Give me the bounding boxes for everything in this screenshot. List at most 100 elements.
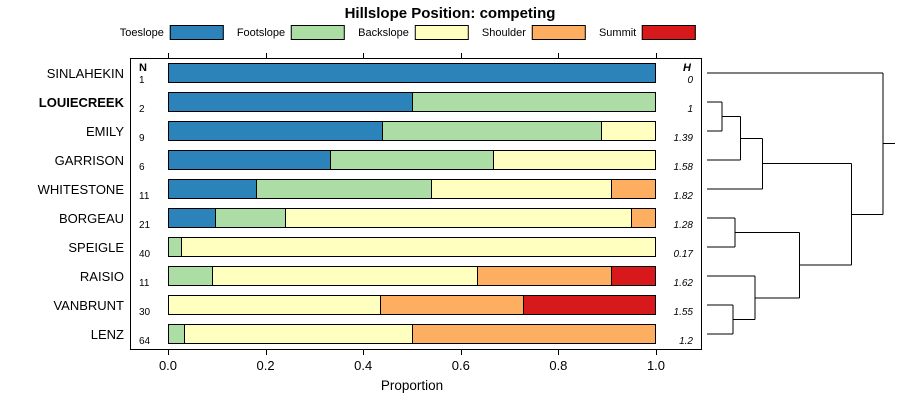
bar-segment-backslope xyxy=(182,238,655,256)
bar-rows: 1 0 2 1 9 1.39 6 1.58 11 1.82 21 1.28 40 0.17 11 1.62 30… xyxy=(131,59,701,349)
legend-item: Backslope xyxy=(358,25,469,40)
h-value: 1.62 xyxy=(673,278,693,289)
bar-segment-shoulder xyxy=(413,325,655,343)
legend-swatch-footslope xyxy=(291,25,346,40)
n-value: 64 xyxy=(139,336,151,347)
n-value: 40 xyxy=(139,249,151,260)
h-value: 0 xyxy=(687,75,693,86)
site-label: SINLAHEKIN xyxy=(46,66,124,81)
tick-label: 0.0 xyxy=(158,358,178,373)
h-value: 1.28 xyxy=(673,220,693,231)
site-label: EMILY xyxy=(85,124,124,139)
bar-row: 11 1.82 xyxy=(131,175,701,204)
legend-swatch-summit xyxy=(642,25,697,40)
bar-segment-backslope xyxy=(213,267,478,285)
tick-mark xyxy=(656,350,657,355)
bar-segment-toeslope xyxy=(169,64,655,82)
legend-swatch-backslope xyxy=(414,25,469,40)
bar-segment-toeslope xyxy=(169,180,257,198)
n-value: 30 xyxy=(139,307,151,318)
stacked-bar xyxy=(168,208,656,228)
bar-segment-shoulder xyxy=(477,267,612,285)
chart-title: Hillslope Position: competing xyxy=(344,5,556,22)
bar-segment-footslope xyxy=(256,180,432,198)
legend-label: Toeslope xyxy=(119,26,164,39)
legend-item: Summit xyxy=(598,25,697,40)
site-label: SPEIGLE xyxy=(68,240,124,255)
bar-row: 11 1.62 xyxy=(131,262,701,291)
stacked-bar xyxy=(168,295,656,315)
legend: Toeslope Footslope Backslope Shoulder Summit xyxy=(119,25,697,40)
bar-segment-shoulder xyxy=(611,180,655,198)
tick-mark xyxy=(460,350,462,355)
legend-label: Shoulder xyxy=(481,26,526,39)
bar-segment-backslope xyxy=(493,151,655,169)
bar-segment-backslope xyxy=(285,209,632,227)
bar-segment-footslope xyxy=(169,325,185,343)
site-label: WHITESTONE xyxy=(37,182,124,197)
site-label: BORGEAU xyxy=(58,211,124,226)
bar-row: 6 1.58 xyxy=(131,146,701,175)
bar-segment-footslope xyxy=(215,209,286,227)
bar-segment-footslope xyxy=(169,267,214,285)
bar-segment-shoulder xyxy=(380,296,525,314)
site-label: LOUIECREEK xyxy=(38,95,124,110)
stacked-bar xyxy=(168,150,656,170)
tick-mark xyxy=(558,53,560,58)
bar-segment-toeslope xyxy=(169,93,413,111)
bar-segment-summit xyxy=(524,296,656,314)
legend-swatch-toeslope xyxy=(169,25,224,40)
legend-label: Footslope xyxy=(236,26,286,39)
stacked-bar xyxy=(168,121,656,141)
stacked-bar xyxy=(168,92,656,112)
n-value: 9 xyxy=(139,133,145,144)
h-value: 1.58 xyxy=(673,162,693,173)
tick-mark xyxy=(168,53,169,58)
tick-mark xyxy=(558,350,560,355)
legend-swatch-shoulder xyxy=(531,25,586,40)
bar-segment-backslope xyxy=(184,325,413,343)
tick-mark xyxy=(265,53,267,58)
h-value: 1.82 xyxy=(673,191,693,202)
h-column-header: H xyxy=(683,62,691,74)
x-axis-label: Proportion xyxy=(380,378,444,393)
bar-row: 9 1.39 xyxy=(131,117,701,146)
n-value: 2 xyxy=(139,104,145,115)
dendrogram xyxy=(707,72,895,335)
legend-item: Footslope xyxy=(236,25,346,40)
tick-label: 0.8 xyxy=(549,358,568,373)
bar-segment-footslope xyxy=(382,122,602,140)
bar-segment-backslope xyxy=(431,180,612,198)
bar-segment-backslope xyxy=(169,296,381,314)
tick-mark xyxy=(656,53,657,58)
h-value: 1 xyxy=(687,104,693,115)
bar-segment-shoulder xyxy=(631,209,655,227)
tick-label: 1.0 xyxy=(646,358,666,373)
stacked-bar xyxy=(168,237,656,257)
tick-label: 0.6 xyxy=(451,358,470,373)
site-label: LENZ xyxy=(90,327,124,342)
n-value: 11 xyxy=(139,278,150,289)
tick-label: 0.4 xyxy=(354,358,373,373)
legend-label: Summit xyxy=(598,26,637,39)
bar-segment-toeslope xyxy=(169,209,216,227)
h-value: 1.55 xyxy=(673,307,693,318)
tick-mark xyxy=(265,350,267,355)
tick-label: 0.2 xyxy=(256,358,275,373)
stacked-bar xyxy=(168,63,656,83)
tick-mark xyxy=(168,350,169,355)
stacked-bar xyxy=(168,266,656,286)
bar-row: 40 0.17 xyxy=(131,233,701,262)
n-value: 21 xyxy=(139,220,151,231)
h-value: 1.39 xyxy=(673,133,693,144)
site-label: VANBRUNT xyxy=(53,298,124,313)
legend-item: Shoulder xyxy=(482,25,586,40)
bar-segment-backslope xyxy=(601,122,655,140)
bar-segment-toeslope xyxy=(169,151,332,169)
n-value: 1 xyxy=(139,75,145,86)
n-value: 11 xyxy=(139,191,150,202)
stacked-bar xyxy=(168,324,656,344)
